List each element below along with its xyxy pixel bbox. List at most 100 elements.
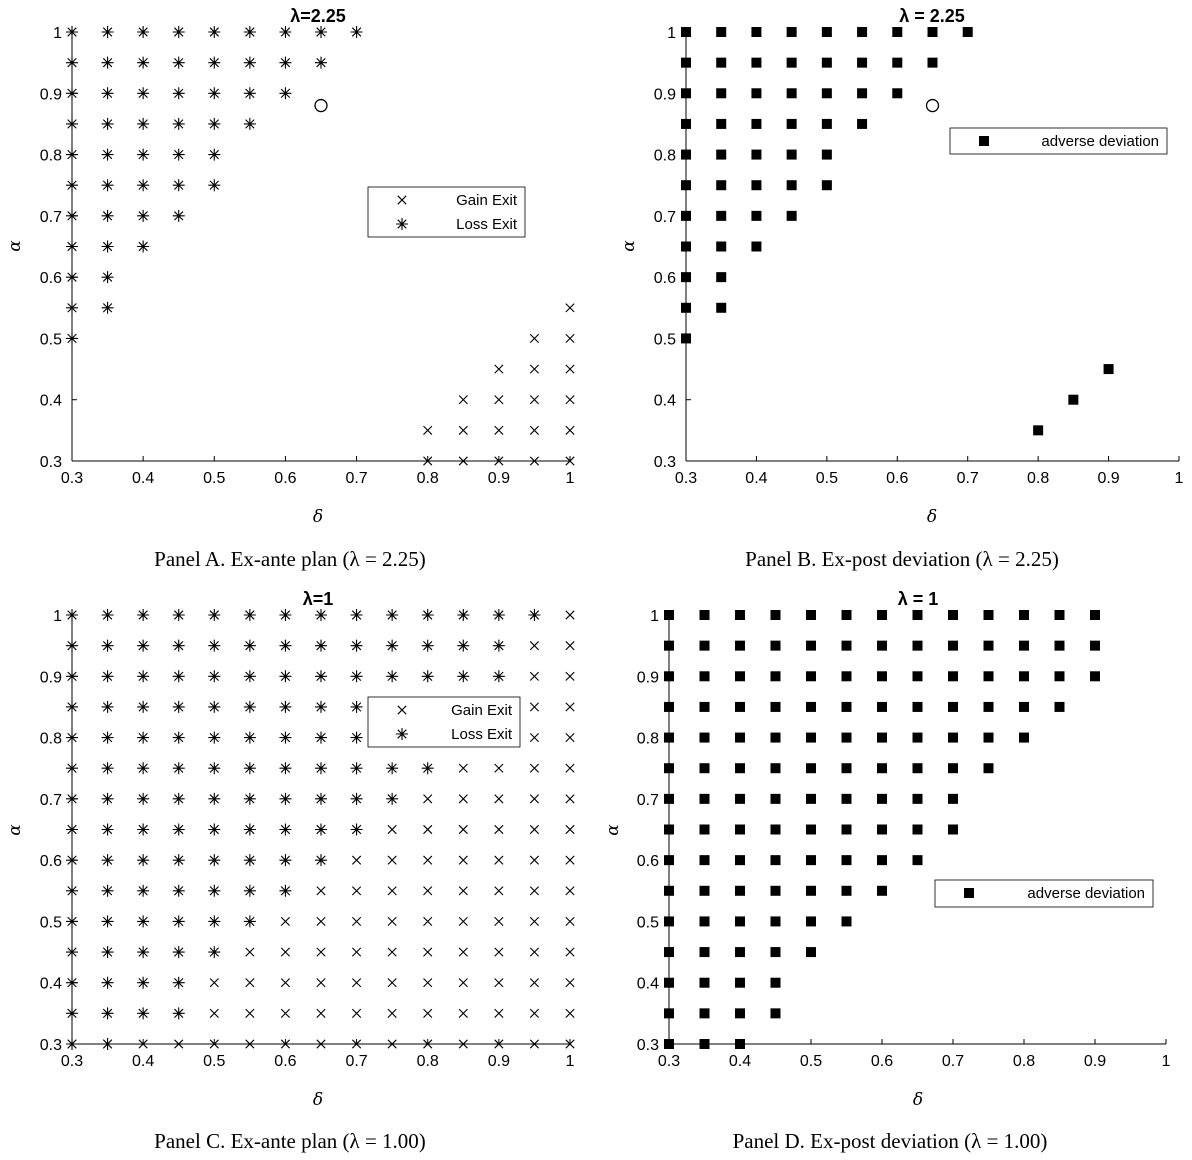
loss-exit-point	[66, 240, 78, 253]
gain-exit-point	[529, 395, 540, 405]
adverse-deviation-point	[770, 640, 781, 651]
gain-exit-point	[351, 978, 362, 988]
adverse-deviation-point	[716, 57, 727, 68]
legend-marker-x	[397, 195, 407, 205]
y-tick-label: 0.9	[654, 86, 676, 103]
y-tick-label: 0.6	[637, 853, 659, 870]
adverse-deviation-point	[699, 640, 710, 651]
gain-exit-point	[565, 333, 575, 344]
data-marks	[681, 27, 1114, 436]
y-tick-label: 0.9	[40, 669, 62, 686]
adverse-deviation-point	[806, 610, 816, 620]
loss-exit-point	[386, 792, 399, 805]
gain-exit-point	[494, 824, 504, 835]
loss-exit-point	[66, 976, 78, 989]
loss-exit-point	[137, 854, 150, 867]
loss-exit-point	[279, 792, 292, 805]
gain-exit-point	[529, 1039, 540, 1049]
adverse-deviation-point	[751, 149, 762, 160]
adverse-deviation-point	[681, 88, 691, 99]
loss-exit-point	[208, 148, 221, 161]
loss-exit-point	[101, 915, 114, 928]
loss-exit-point	[101, 946, 114, 959]
gain-exit-point	[529, 947, 540, 957]
adverse-deviation-point	[1019, 610, 1029, 620]
gain-exit-point	[565, 456, 575, 466]
loss-exit-point	[279, 823, 292, 836]
adverse-deviation-point	[735, 977, 745, 988]
loss-exit-point	[101, 240, 114, 253]
gain-exit-point	[280, 916, 291, 927]
loss-exit-point	[457, 639, 470, 652]
adverse-deviation-point	[841, 640, 852, 651]
adverse-deviation-point	[699, 701, 710, 712]
loss-exit-point	[137, 609, 150, 621]
gain-exit-point	[494, 947, 504, 957]
x-tick-label: 0.9	[1084, 1053, 1106, 1070]
adverse-deviation-point	[1019, 671, 1029, 682]
adverse-deviation-point	[681, 241, 691, 252]
adverse-deviation-point	[892, 57, 903, 68]
adverse-deviation-point	[786, 118, 797, 129]
loss-exit-point	[208, 639, 221, 652]
gain-exit-point	[351, 1008, 362, 1018]
gain-exit-point	[494, 855, 504, 865]
loss-exit-point	[243, 854, 256, 867]
gain-exit-point	[423, 978, 433, 988]
gain-exit-point	[245, 947, 255, 957]
adverse-deviation-point	[735, 947, 745, 958]
loss-exit-point	[208, 823, 221, 836]
adverse-deviation-point	[821, 88, 832, 99]
gain-exit-point	[529, 732, 540, 743]
adverse-deviation-point	[857, 88, 868, 99]
legend: Gain Exit Loss Exit	[367, 696, 521, 748]
adverse-deviation-point	[699, 793, 710, 804]
loss-exit-point	[315, 609, 327, 621]
adverse-deviation-point	[841, 916, 852, 927]
x-tick-label: 1	[566, 1053, 575, 1070]
adverse-deviation-point	[664, 732, 674, 743]
gain-exit-point	[423, 855, 433, 865]
gain-exit-point	[423, 916, 433, 927]
loss-exit-point	[315, 762, 327, 775]
adverse-deviation-point	[806, 671, 816, 682]
adverse-deviation-point	[751, 27, 762, 37]
loss-exit-point	[137, 731, 150, 744]
gain-exit-point	[280, 1039, 291, 1049]
x-tick-label: 0.7	[345, 470, 367, 487]
data-marks	[66, 609, 575, 1050]
loss-exit-point	[279, 87, 292, 100]
gain-exit-point	[458, 763, 468, 773]
gain-exit-point	[565, 303, 575, 313]
panel-c-title: λ=1	[303, 589, 334, 609]
loss-exit-point	[243, 823, 256, 836]
loss-exit-point	[243, 609, 256, 621]
adverse-deviation-point	[841, 885, 852, 896]
adverse-deviation-point	[962, 27, 973, 37]
gain-exit-point	[316, 947, 326, 957]
gain-exit-point	[529, 364, 540, 374]
panel-b-title: λ = 2.25	[899, 6, 965, 26]
axes: 0.3 0.4 0.5 0.6 0.7 0.8 0.9 1 0.3 0.4 0.5 0.6 0.7 0.8…	[40, 608, 575, 1070]
adverse-deviation-point	[751, 180, 762, 191]
panel-d-xlabel: δ	[913, 1090, 923, 1110]
adverse-deviation-point	[786, 27, 797, 37]
adverse-deviation-point	[877, 732, 887, 743]
legend: adverse deviation	[934, 879, 1154, 908]
gain-exit-point	[458, 794, 468, 804]
loss-exit-point	[350, 792, 363, 805]
loss-exit-point	[101, 56, 114, 69]
legend-label: adverse deviation	[1041, 133, 1159, 150]
y-tick-label: 0.6	[654, 270, 676, 287]
loss-exit-point	[315, 854, 327, 867]
adverse-deviation-point	[841, 671, 852, 682]
loss-exit-point	[457, 670, 470, 683]
adverse-deviation-point	[786, 210, 797, 221]
y-tick-label: 0.6	[40, 270, 62, 287]
adverse-deviation-point	[751, 118, 762, 129]
panel-a-title: λ=2.25	[290, 6, 346, 26]
adverse-deviation-point	[751, 88, 762, 99]
loss-exit-point	[421, 670, 434, 683]
loss-exit-point	[350, 731, 363, 744]
adverse-deviation-point	[841, 793, 852, 804]
